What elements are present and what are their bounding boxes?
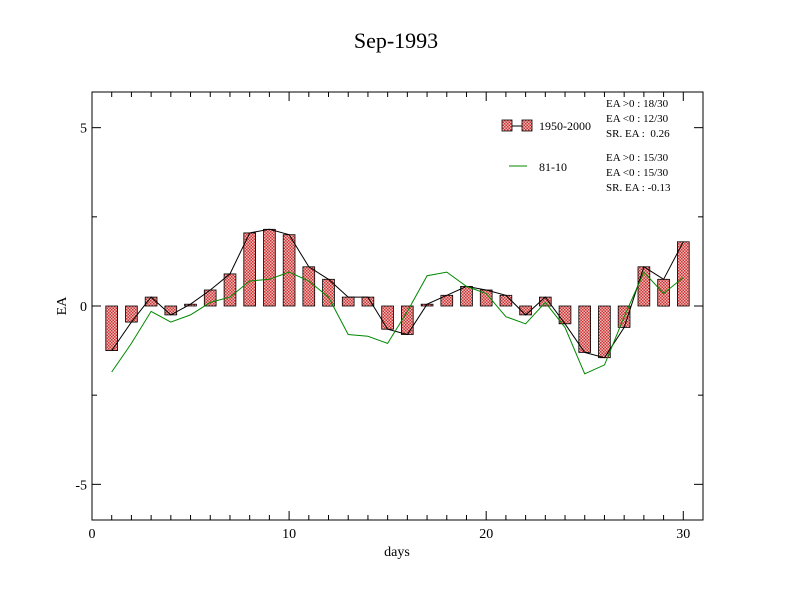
stats-line: EA <0 : 12/30 xyxy=(606,113,669,125)
bar xyxy=(578,305,591,353)
bar xyxy=(460,285,473,307)
stats-line: SR. EA : -0.13 xyxy=(606,182,671,194)
bar xyxy=(341,296,355,307)
stats-line: SR. EA : 0.26 xyxy=(606,128,670,140)
bar xyxy=(164,305,178,316)
stats-line: EA >0 : 18/30 xyxy=(606,98,669,110)
bar xyxy=(243,232,257,307)
bar xyxy=(263,228,276,307)
stats-block-81-10: EA >0 : 15/30 EA <0 : 15/30 SR. EA : -0.… xyxy=(606,151,670,196)
bar xyxy=(282,234,296,307)
bar xyxy=(657,278,670,307)
x-tick-label: 30 xyxy=(676,527,690,542)
legend-swatch-bar xyxy=(501,119,513,132)
x-tick-label: 0 xyxy=(89,527,96,542)
legend-label-1950-2000: 1950-2000 xyxy=(539,119,591,133)
bar xyxy=(400,305,414,335)
x-tick-label: 20 xyxy=(479,527,493,542)
y-tick-label: 5 xyxy=(80,122,87,137)
y-axis-label: EA xyxy=(55,296,70,316)
x-tick-label: 10 xyxy=(282,527,296,542)
chart-title: Sep-1993 xyxy=(353,28,439,53)
y-tick-label: 0 xyxy=(80,300,87,315)
stats-line: EA >0 : 15/30 xyxy=(606,152,669,164)
bar xyxy=(539,296,552,307)
series-line-1950-2000 xyxy=(111,228,684,359)
bar xyxy=(302,266,316,307)
bar xyxy=(558,305,572,325)
y-tick-label: -5 xyxy=(75,478,87,493)
legend-swatch-bar xyxy=(521,119,533,132)
legend-label-81-10: 81-10 xyxy=(539,160,567,174)
bar xyxy=(499,294,513,307)
bar xyxy=(223,273,237,307)
x-axis-label: days xyxy=(384,545,410,560)
bar xyxy=(203,289,217,307)
stats-block-1950-2000: EA >0 : 18/30 EA <0 : 12/30 SR. EA : 0.2… xyxy=(606,97,670,142)
bar xyxy=(598,305,611,359)
stats-line: EA <0 : 15/30 xyxy=(606,167,669,179)
bar xyxy=(381,305,394,330)
bar xyxy=(125,305,138,323)
bar xyxy=(677,241,690,307)
series-line-81-10 xyxy=(111,271,684,375)
